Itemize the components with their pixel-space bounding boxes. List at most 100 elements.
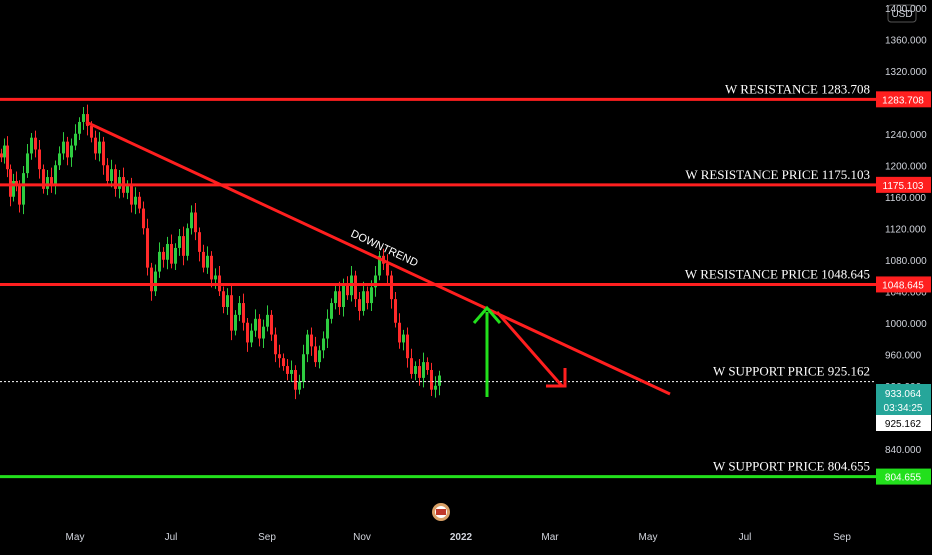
event-icon[interactable] xyxy=(432,503,450,521)
candle-body xyxy=(346,283,349,296)
candle-body xyxy=(146,228,149,268)
candle-body xyxy=(114,169,117,189)
candle-body xyxy=(322,338,325,351)
candle-body xyxy=(198,232,201,252)
x-tick-label: May xyxy=(639,532,658,543)
candle-body xyxy=(258,318,261,339)
level-price-tag xyxy=(876,276,931,293)
candle xyxy=(266,305,269,332)
candle-body xyxy=(50,177,53,185)
level-label: W RESISTANCE 1283.708 xyxy=(725,81,870,96)
candle xyxy=(50,167,53,193)
candle xyxy=(198,227,201,262)
candle xyxy=(166,236,169,270)
candle xyxy=(366,286,369,310)
candle-body xyxy=(354,275,357,300)
y-tick-label: 1200.000 xyxy=(885,161,927,172)
candle xyxy=(234,310,237,336)
candle xyxy=(114,164,117,197)
level-price-text: 1048.645 xyxy=(882,280,924,291)
candle xyxy=(374,266,377,297)
candle xyxy=(194,203,197,241)
candle xyxy=(22,166,25,215)
candle xyxy=(222,286,225,314)
candle xyxy=(3,138,6,164)
candle-body xyxy=(30,137,33,154)
candle xyxy=(0,148,3,163)
x-axis: May Jul Sep Nov 2022 Mar May Jul Sep xyxy=(66,532,852,543)
candle-body xyxy=(110,169,113,181)
candle xyxy=(134,187,137,215)
candle-body xyxy=(186,228,189,256)
candle-body xyxy=(430,370,433,390)
candle-body xyxy=(66,141,69,158)
candle xyxy=(110,159,113,188)
candle-body xyxy=(366,291,369,304)
candle-body xyxy=(6,145,9,170)
candle-body xyxy=(422,362,425,378)
candle xyxy=(15,171,18,192)
candle xyxy=(190,205,193,235)
level-label: W RESISTANCE PRICE 1175.103 xyxy=(685,167,870,182)
candle-body xyxy=(118,177,121,189)
candle-body xyxy=(278,354,281,359)
candle xyxy=(286,358,289,381)
candle-body xyxy=(314,346,317,363)
candle-body xyxy=(126,184,129,193)
candle-body xyxy=(42,169,45,189)
candle xyxy=(242,293,245,331)
candle-body xyxy=(426,362,429,370)
level-label: W RESISTANCE PRICE 1048.645 xyxy=(685,266,870,281)
candle-body xyxy=(410,358,413,374)
candle-body xyxy=(106,165,109,181)
candle-body xyxy=(206,255,209,268)
candle xyxy=(70,138,73,167)
candle xyxy=(406,327,409,368)
candle xyxy=(302,344,305,389)
y-axis: USD 1400.0001360.0001320.0001280.0001240… xyxy=(877,0,932,550)
candle xyxy=(98,132,101,162)
candle xyxy=(182,226,185,266)
candle-body xyxy=(62,141,65,154)
down-arrow-shaft[interactable] xyxy=(495,311,564,387)
candle xyxy=(326,309,329,348)
candle-body xyxy=(38,149,41,170)
level-price-text: 925.162 xyxy=(885,419,922,430)
candle xyxy=(306,329,309,363)
currency-box[interactable] xyxy=(887,4,917,23)
candle-body xyxy=(250,330,253,343)
level-price-tag xyxy=(876,91,931,108)
candle-body xyxy=(34,137,37,150)
candle-body xyxy=(390,275,393,300)
candle xyxy=(282,353,285,371)
candle-body xyxy=(342,283,345,307)
candle xyxy=(310,327,313,356)
flag-icon-stripes xyxy=(436,509,446,515)
level-price-text: 804.655 xyxy=(885,473,922,484)
level-label: W SUPPORT PRICE 804.655 xyxy=(713,459,870,474)
candle-body xyxy=(3,145,6,158)
candle-body xyxy=(78,121,81,134)
y-tick-label: 1400.000 xyxy=(885,4,927,15)
candle xyxy=(258,314,261,347)
candle xyxy=(66,136,69,166)
y-tick-label: 1080.000 xyxy=(885,256,927,267)
candle-body xyxy=(438,375,441,386)
level-price-tag xyxy=(876,176,931,193)
candle-body xyxy=(178,236,181,248)
x-tick-label: Mar xyxy=(541,532,559,543)
candle xyxy=(278,344,281,368)
candle-body xyxy=(358,299,361,311)
candle-body xyxy=(290,370,293,374)
candle-body xyxy=(134,196,137,205)
candle xyxy=(210,251,213,288)
candle xyxy=(174,243,177,270)
candle-body xyxy=(70,145,73,158)
up-arrow-head xyxy=(472,305,502,324)
candle xyxy=(426,357,429,375)
downtrend-line[interactable] xyxy=(85,120,671,396)
y-axis-panel xyxy=(877,0,932,550)
candle-body xyxy=(386,263,389,276)
